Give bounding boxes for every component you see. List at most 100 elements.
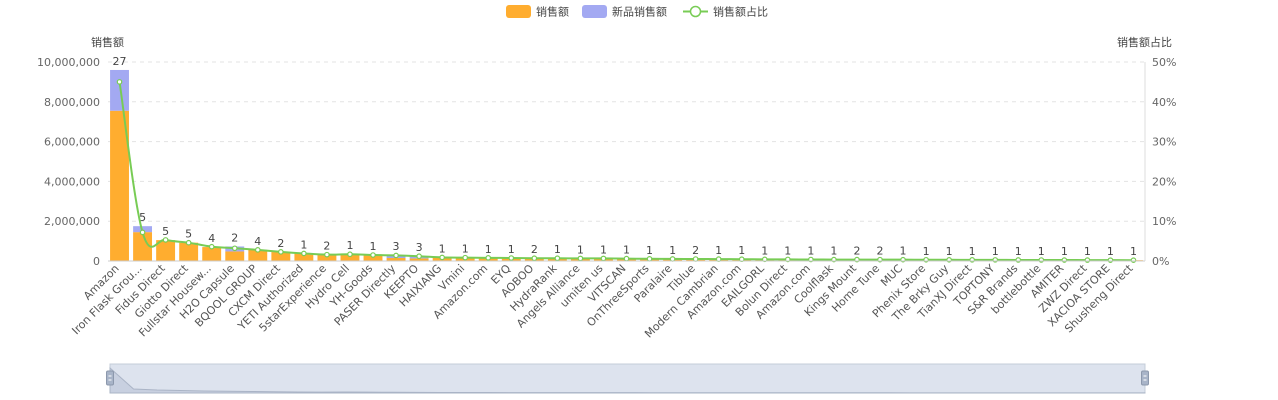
bar-label: 1 <box>669 244 676 257</box>
bar-label: 1 <box>807 245 814 258</box>
bar-sales <box>179 242 199 261</box>
share-point <box>485 255 492 261</box>
share-point <box>1130 257 1137 264</box>
legend-swatch <box>506 5 531 18</box>
bar-label: 1 <box>462 243 469 256</box>
bar-label: 1 <box>300 238 307 251</box>
bar-label: 2 <box>277 237 284 250</box>
share-line <box>118 81 1134 262</box>
bar-label: 1 <box>554 243 561 256</box>
share-point <box>761 256 768 263</box>
zoom-track <box>109 363 1146 394</box>
share-point <box>623 255 630 262</box>
bar-label: 1 <box>346 239 353 252</box>
share-point <box>139 229 146 236</box>
share-line-series <box>116 79 1137 264</box>
share-point <box>254 247 261 253</box>
y-right-tick: 10% <box>1152 215 1176 228</box>
grid-lines <box>108 61 1145 222</box>
bar-label: 2 <box>231 231 238 244</box>
bar-sales <box>294 253 314 261</box>
share-point <box>646 256 653 262</box>
bar-label: 1 <box>1061 245 1068 258</box>
bar-label: 2 <box>531 243 538 256</box>
zoom-handle-right[interactable] <box>1141 370 1149 386</box>
share-point <box>185 239 192 246</box>
bar-label: 1 <box>1107 245 1114 258</box>
legend-label: 新品销售额 <box>612 5 667 19</box>
bar-sales <box>340 254 360 261</box>
share-point <box>577 255 584 262</box>
legend-item-0[interactable]: 销售额 <box>506 5 569 19</box>
y-right-tick: 30% <box>1152 136 1176 149</box>
share-point <box>554 255 561 262</box>
share-point <box>439 254 445 261</box>
share-point <box>508 255 515 261</box>
bar-sales <box>202 247 222 261</box>
share-point <box>462 254 468 261</box>
bar-label: 1 <box>370 240 377 253</box>
share-point <box>1061 257 1068 263</box>
bar-label: 5 <box>162 225 169 238</box>
bar-label: 1 <box>946 245 953 258</box>
bar-label: 1 <box>738 244 745 257</box>
zoom-preview <box>109 366 1146 394</box>
bar-label: 1 <box>830 245 837 258</box>
bar-sales <box>363 255 383 261</box>
share-point <box>324 251 330 258</box>
bar-label: 1 <box>923 245 930 258</box>
bar-label: 1 <box>715 244 722 257</box>
y-right-tick: 20% <box>1152 175 1176 188</box>
bar-sales <box>133 232 153 261</box>
bar-label: 1 <box>623 244 630 257</box>
bar-sales <box>225 251 245 261</box>
legend-item-1[interactable]: 新品销售额 <box>582 5 667 19</box>
share-point <box>278 249 284 255</box>
bar-label: 2 <box>692 244 699 257</box>
share-point <box>531 255 538 262</box>
share-point <box>231 245 238 252</box>
legend[interactable]: 销售额 新品销售额 销售额占比 <box>506 5 768 19</box>
bar-label: 1 <box>646 244 653 257</box>
bar-label: 5 <box>139 211 146 224</box>
bar-label: 1 <box>485 243 492 256</box>
axes <box>108 62 1146 262</box>
bar-label: 1 <box>577 243 584 256</box>
share-point <box>416 253 422 260</box>
bar-label: 1 <box>784 244 791 257</box>
bar-label: 1 <box>508 243 515 256</box>
share-point <box>600 255 607 262</box>
bar-sales <box>386 258 406 261</box>
y-right-tick: 40% <box>1152 96 1176 109</box>
bar-label: 27 <box>113 55 127 68</box>
bar-label: 1 <box>761 244 768 257</box>
y-left-tick: 0 <box>93 255 100 268</box>
bar-value-labels: 27 5 5 5 4 2 4 2 1 2 1 1 3 3 1 1 1 1 2 1 1 1 1 1 1 2 1 1 1 1 1 1 2 2 1 1 1 1 1… <box>113 55 1137 258</box>
y-left-tick: 8,000,000 <box>44 96 100 109</box>
share-point <box>1084 257 1091 263</box>
y-left-tick: 10,000,000 <box>37 56 100 69</box>
legend-swatch-marker <box>689 5 702 18</box>
share-point <box>208 243 215 250</box>
y-left-tick: 2,000,000 <box>44 215 100 228</box>
bar-label: 1 <box>1130 245 1137 258</box>
share-point <box>1107 257 1114 263</box>
bar-sales <box>317 254 337 261</box>
legend-item-2[interactable]: 销售额占比 <box>683 5 768 19</box>
share-point <box>301 250 307 257</box>
legend-swatch <box>582 5 607 18</box>
bar-label: 1 <box>900 245 907 258</box>
y-axis-left-ticks: 0 2,000,000 4,000,000 6,000,000 8,000,000 10,… <box>37 56 100 268</box>
data-zoom-slider[interactable] <box>106 363 1149 394</box>
bar-label: 1 <box>1084 245 1091 258</box>
bar-label: 2 <box>876 245 883 258</box>
y-left-tick: 6,000,000 <box>44 136 100 149</box>
zoom-handle-left[interactable] <box>106 370 114 386</box>
share-point <box>116 79 123 85</box>
bar-label: 3 <box>393 240 400 253</box>
bars <box>110 69 1143 261</box>
bar-label: 1 <box>600 243 607 256</box>
bar-label: 5 <box>185 228 192 241</box>
